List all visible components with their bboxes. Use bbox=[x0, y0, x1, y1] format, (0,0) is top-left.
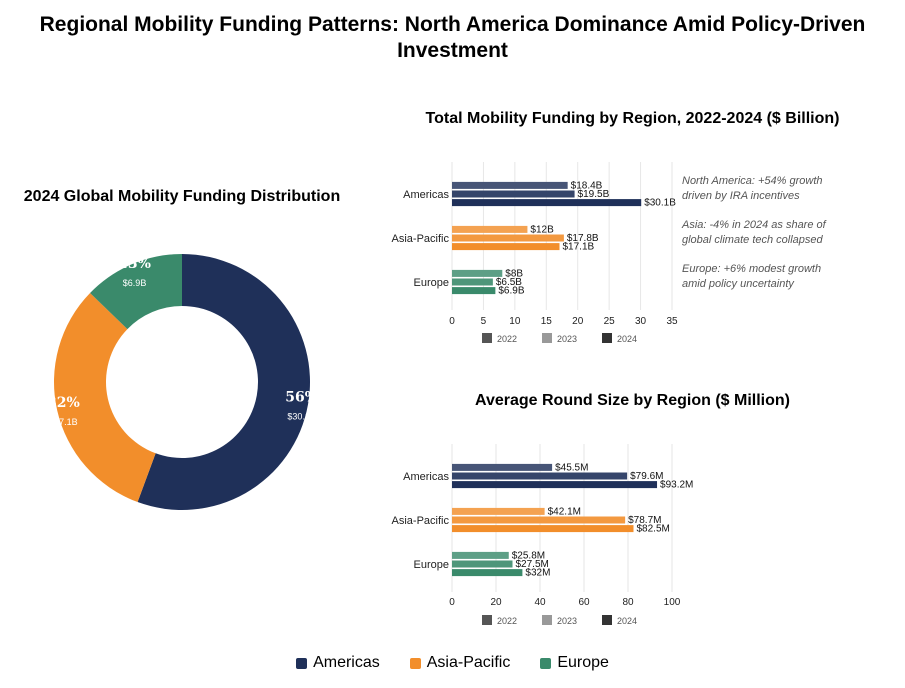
round-size-category-label-americas: Americas bbox=[403, 471, 449, 483]
legend-swatch-europe bbox=[540, 657, 552, 669]
legend-item-americas: Americas bbox=[296, 654, 380, 672]
funding-bar-europe-2022 bbox=[452, 269, 503, 277]
round-size-tick-label: 40 bbox=[534, 597, 546, 608]
round-size-legend-swatch-2024 bbox=[602, 615, 612, 625]
donut-slice-asia-pacific bbox=[53, 292, 156, 503]
round-size-bar-asia-pacific-2022 bbox=[452, 507, 545, 515]
annotation-line-0-1: driven by IRA incentives bbox=[682, 190, 800, 202]
round-size-data-label-americas-2024: $93.2M bbox=[660, 480, 693, 491]
round-size-category-label-asia-pacific: Asia-Pacific bbox=[392, 515, 450, 527]
funding-tick-label: 5 bbox=[481, 316, 487, 327]
donut-slice-europe bbox=[90, 254, 182, 330]
legend-item-europe: Europe bbox=[540, 654, 609, 672]
donut-percent-label-americas: 56% bbox=[285, 389, 318, 405]
round-size-bar-asia-pacific-2024 bbox=[452, 525, 634, 533]
funding-data-label-asia-pacific-2022: $12B bbox=[530, 224, 554, 235]
legend: Americas Asia-Pacific Europe bbox=[0, 654, 905, 672]
round-size-data-label-asia-pacific-2022: $42.1M bbox=[548, 506, 581, 517]
round-size-data-label-americas-2023: $79.6M bbox=[630, 471, 663, 482]
funding-legend-swatch-2024 bbox=[602, 333, 612, 343]
legend-label-europe: Europe bbox=[557, 654, 609, 671]
annotation-line-1-1: global climate tech collapsed bbox=[682, 234, 824, 246]
round-size-data-label-americas-2022: $45.5M bbox=[555, 462, 588, 473]
funding-data-label-americas-2023: $19.5B bbox=[578, 189, 610, 200]
legend-item-asia-pacific: Asia-Pacific bbox=[409, 654, 511, 672]
funding-legend-label-2023: 2023 bbox=[557, 334, 577, 344]
round-size-tick-label: 60 bbox=[578, 597, 590, 608]
funding-bar-europe-2023 bbox=[452, 278, 493, 286]
funding-bar-americas-2023 bbox=[452, 190, 575, 198]
legend-label-asia-pacific: Asia-Pacific bbox=[426, 654, 511, 671]
funding-bar-asia-pacific-2023 bbox=[452, 234, 564, 242]
funding-tick-label: 35 bbox=[666, 316, 678, 327]
funding-bar-americas-2024 bbox=[452, 199, 642, 207]
round-size-bar-europe-2024 bbox=[452, 569, 523, 577]
round-size-data-label-asia-pacific-2023: $78.7M bbox=[628, 515, 661, 526]
funding-tick-label: 15 bbox=[541, 316, 553, 327]
funding-data-label-europe-2024: $6.9B bbox=[498, 286, 524, 297]
round-size-data-label-asia-pacific-2024: $82.5M bbox=[637, 524, 670, 535]
funding-legend-swatch-2022 bbox=[482, 333, 492, 343]
donut-value-label-americas: $30.1B bbox=[287, 411, 316, 421]
round-size-bar-europe-2022 bbox=[452, 551, 509, 559]
funding-data-label-asia-pacific-2024: $17.1B bbox=[562, 242, 594, 253]
total-funding-chart-title: Total Mobility Funding by Region, 2022-2… bbox=[425, 110, 840, 127]
funding-data-label-americas-2024: $30.1B bbox=[644, 198, 676, 209]
funding-legend-label-2022: 2022 bbox=[497, 334, 517, 344]
round-size-bar-americas-2023 bbox=[452, 472, 628, 480]
round-size-tick-label: 0 bbox=[449, 597, 455, 608]
round-size-tick-label: 80 bbox=[622, 597, 634, 608]
round-size-tick-label: 100 bbox=[664, 597, 681, 608]
round-size-tick-label: 20 bbox=[490, 597, 502, 608]
funding-category-label-europe: Europe bbox=[414, 277, 449, 289]
round-size-bar-europe-2023 bbox=[452, 560, 513, 568]
round-size-data-label-europe-2023: $27.5M bbox=[516, 559, 549, 570]
round-size-category-label-europe: Europe bbox=[414, 559, 449, 571]
funding-data-label-asia-pacific-2023: $17.8B bbox=[567, 233, 599, 244]
funding-category-label-americas: Americas bbox=[403, 189, 449, 201]
funding-bar-europe-2024 bbox=[452, 287, 496, 295]
annotation-line-2-1: amid policy uncertainty bbox=[682, 278, 795, 290]
donut-chart-title: 2024 Global Mobility Funding Distributio… bbox=[23, 188, 341, 205]
round-size-data-label-europe-2024: $32M bbox=[525, 568, 550, 579]
funding-tick-label: 0 bbox=[449, 316, 455, 327]
funding-legend-swatch-2023 bbox=[542, 333, 552, 343]
charts-canvas: 56% $30.1B 32% $17.1B 13% $6.9B 0 5 10 15 20 25 30 35… bbox=[47, 162, 827, 626]
funding-bar-asia-pacific-2022 bbox=[452, 225, 528, 233]
donut-percent-label-europe: 13% bbox=[118, 256, 151, 272]
funding-tick-label: 10 bbox=[509, 316, 521, 327]
round-size-bar-americas-2024 bbox=[452, 481, 658, 489]
funding-legend-label-2024: 2024 bbox=[617, 334, 637, 344]
round-size-legend-swatch-2023 bbox=[542, 615, 552, 625]
round-size-legend-label-2023: 2023 bbox=[557, 616, 577, 626]
round-size-legend-swatch-2022 bbox=[482, 615, 492, 625]
round-size-bar-americas-2022 bbox=[452, 463, 553, 471]
annotation-line-1-0: Asia: -4% in 2024 as share of bbox=[681, 219, 827, 231]
round-size-data-label-europe-2022: $25.8M bbox=[512, 550, 545, 561]
legend-label-americas: Americas bbox=[313, 654, 380, 671]
donut-percent-label-asia-pacific: 32% bbox=[47, 395, 80, 411]
donut-value-label-asia-pacific: $17.1B bbox=[49, 417, 78, 427]
funding-data-label-europe-2023: $6.5B bbox=[496, 277, 522, 288]
funding-category-label-asia-pacific: Asia-Pacific bbox=[392, 233, 450, 245]
round-size-legend-label-2024: 2024 bbox=[617, 616, 637, 626]
funding-bar-americas-2022 bbox=[452, 181, 568, 189]
funding-data-label-americas-2022: $18.4B bbox=[571, 180, 603, 191]
legend-swatch-asia-pacific bbox=[409, 657, 421, 669]
legend-swatch-americas bbox=[296, 657, 308, 669]
round-size-legend-label-2022: 2022 bbox=[497, 616, 517, 626]
round-size-chart-title: Average Round Size by Region ($ Million) bbox=[475, 392, 790, 409]
main-title: Regional Mobility Funding Patterns: Nort… bbox=[39, 13, 866, 62]
funding-data-label-europe-2022: $8B bbox=[505, 268, 523, 279]
funding-tick-label: 25 bbox=[604, 316, 616, 327]
round-size-bar-asia-pacific-2023 bbox=[452, 516, 626, 524]
donut-value-label-europe: $6.9B bbox=[123, 278, 147, 288]
donut-slice-americas bbox=[137, 254, 310, 511]
annotation-line-0-0: North America: +54% growth bbox=[682, 175, 823, 187]
annotation-line-2-0: Europe: +6% modest growth bbox=[682, 263, 821, 275]
funding-tick-label: 30 bbox=[635, 316, 647, 327]
funding-bar-asia-pacific-2024 bbox=[452, 243, 560, 251]
funding-tick-label: 20 bbox=[572, 316, 584, 327]
